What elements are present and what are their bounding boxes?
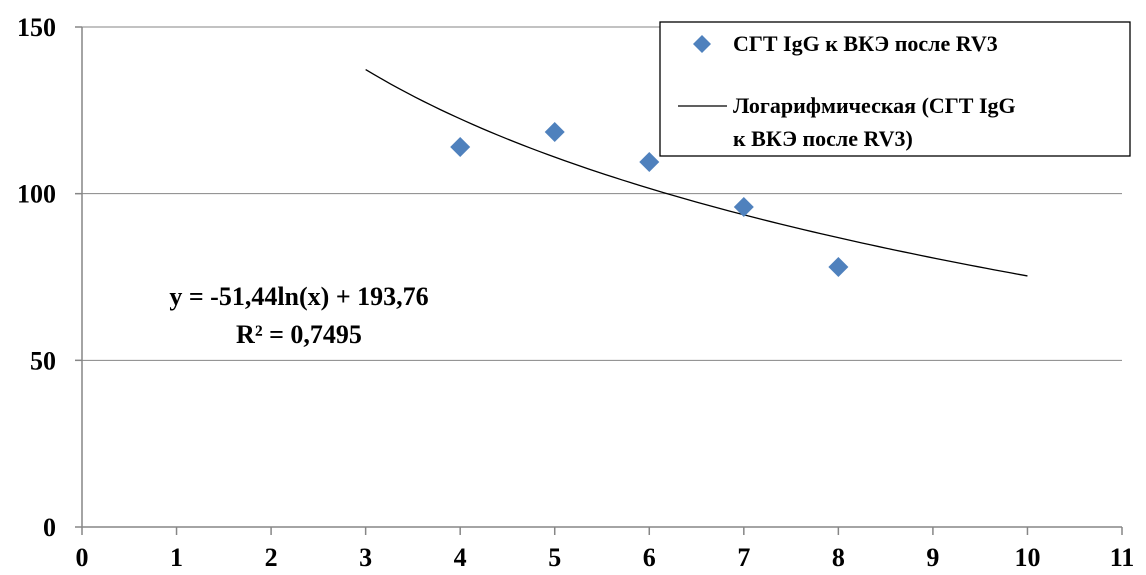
data-point-diamond xyxy=(828,257,849,277)
trendline-equation: y = -51,44ln(x) + 193,76 xyxy=(169,282,428,311)
x-axis-ticks: 0 1 2 3 4 5 6 7 8 9 10 11 xyxy=(76,527,1135,572)
x-tick-label: 1 xyxy=(170,543,183,572)
x-tick-label: 0 xyxy=(76,543,89,572)
data-point-diamond xyxy=(450,137,471,157)
x-tick-label: 7 xyxy=(737,543,750,572)
x-tick-label: 6 xyxy=(643,543,656,572)
x-tick-label: 11 xyxy=(1110,543,1135,572)
legend-diamond-marker xyxy=(693,35,711,53)
x-tick-label: 4 xyxy=(454,543,467,572)
legend-series-label: СГТ IgG к ВКЭ после RV3 xyxy=(733,31,998,56)
data-point-diamond xyxy=(639,152,660,172)
trendline-r2: R² = 0,7495 xyxy=(236,320,362,349)
y-tick-label: 0 xyxy=(43,513,56,542)
legend: СГТ IgG к ВКЭ после RV3 Логарифмическая … xyxy=(659,21,1131,157)
data-point-diamond xyxy=(544,122,565,142)
legend-box xyxy=(659,21,1131,157)
trendline xyxy=(365,68,1028,277)
data-points xyxy=(450,122,849,277)
x-tick-label: 9 xyxy=(926,543,939,572)
x-tick-label: 5 xyxy=(548,543,561,572)
y-axis-ticks: 0 50 100 150 xyxy=(17,13,82,542)
y-tick-label: 100 xyxy=(17,180,56,209)
legend-trend-label-line1: Логарифмическая (СГТ IgG xyxy=(733,93,1016,118)
x-tick-label: 10 xyxy=(1014,543,1040,572)
y-tick-label: 150 xyxy=(17,13,56,42)
legend-trend-label-line2: к ВКЭ после RV3) xyxy=(733,126,913,151)
data-point-diamond xyxy=(733,197,754,217)
x-tick-label: 2 xyxy=(265,543,278,572)
x-tick-label: 8 xyxy=(832,543,845,572)
x-tick-label: 3 xyxy=(359,543,372,572)
y-tick-label: 50 xyxy=(30,346,56,375)
